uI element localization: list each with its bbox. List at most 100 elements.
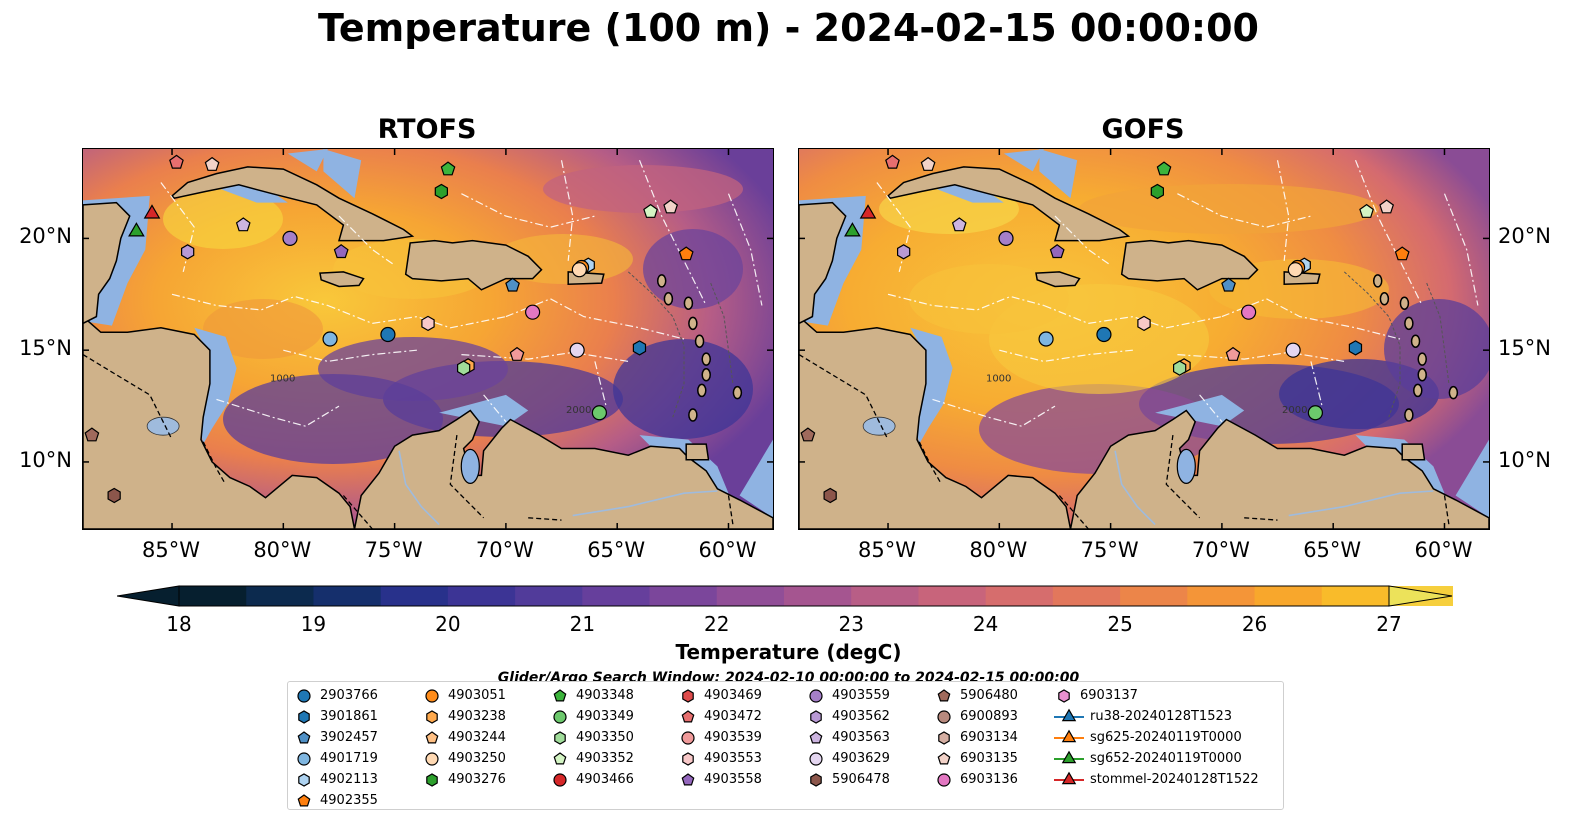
legend-item: ru38-20240128T1523 xyxy=(1054,706,1259,727)
platform-marker[interactable] xyxy=(632,340,647,356)
platform-marker[interactable] xyxy=(951,217,967,232)
land-trinidad xyxy=(685,443,710,461)
hexagon-marker-icon xyxy=(426,709,438,724)
hexagon-marker-icon xyxy=(810,772,822,787)
island-lesser-antilles xyxy=(694,334,705,348)
platform-marker[interactable] xyxy=(204,156,220,171)
platform-marker[interactable] xyxy=(128,222,145,237)
figure-title: Temperature (100 m) - 2024-02-15 00:00:0… xyxy=(317,6,1259,50)
map-panel-gofs: 1000 2000 xyxy=(798,148,1490,530)
platform-marker[interactable] xyxy=(380,326,396,343)
platform-marker[interactable] xyxy=(1359,203,1374,218)
platform-marker[interactable] xyxy=(1225,346,1241,361)
longitude-tick-label: 85°W xyxy=(858,538,917,562)
platform-marker[interactable] xyxy=(525,304,541,320)
platform-marker[interactable] xyxy=(885,154,900,169)
platform-marker[interactable] xyxy=(663,199,679,214)
platform-marker[interactable] xyxy=(107,487,121,504)
legend-item-label: ru38-20240128T1523 xyxy=(1090,709,1233,724)
legend-item: 2903766 xyxy=(294,685,378,706)
latitude-tick-label: 10°N xyxy=(19,447,72,472)
legend-item-label: 3901861 xyxy=(320,709,378,724)
colorbar-segment xyxy=(179,586,247,606)
platform-marker[interactable] xyxy=(569,342,585,358)
legend-item-label: 6903137 xyxy=(1080,688,1138,703)
legend-item-label: 4903238 xyxy=(448,709,506,724)
platform-marker[interactable] xyxy=(1173,360,1187,376)
circle-marker-icon xyxy=(425,751,439,766)
platform-marker[interactable] xyxy=(282,230,298,247)
legend-item: 6903134 xyxy=(934,727,1018,748)
platform-marker[interactable] xyxy=(643,203,658,218)
legend-item: 4903350 xyxy=(550,727,634,748)
platform-marker[interactable] xyxy=(322,331,338,347)
platform-marker[interactable] xyxy=(1394,246,1410,261)
hexagon-marker-icon xyxy=(1058,688,1070,703)
platform-marker[interactable] xyxy=(1137,315,1151,332)
legend-item-label: 3902457 xyxy=(320,730,378,745)
colorbar-tick-label: 24 xyxy=(972,612,999,636)
circle-marker-icon xyxy=(809,688,823,703)
platform-marker[interactable] xyxy=(440,161,456,176)
island-lesser-antilles xyxy=(663,292,674,306)
legend-item: 4903276 xyxy=(422,769,506,790)
platform-marker[interactable] xyxy=(1150,183,1164,200)
platform-marker[interactable] xyxy=(1307,405,1323,421)
platform-marker[interactable] xyxy=(457,360,471,376)
platform-marker[interactable] xyxy=(1221,277,1236,292)
platform-marker[interactable] xyxy=(896,244,911,260)
platform-marker[interactable] xyxy=(505,277,520,292)
legend-item: sg625-20240119T0000 xyxy=(1054,727,1259,748)
colorbar-tick-label: 23 xyxy=(838,612,864,636)
platform-marker[interactable] xyxy=(509,346,525,361)
colorbar-segment xyxy=(1120,586,1188,606)
triangle-line-marker-icon xyxy=(1054,708,1084,721)
platform-marker[interactable] xyxy=(571,262,587,278)
platform-marker[interactable] xyxy=(920,156,936,171)
legend-item-label: 4902113 xyxy=(320,772,378,787)
platform-marker[interactable] xyxy=(1241,304,1257,320)
platform-marker[interactable] xyxy=(800,427,816,442)
platform-marker[interactable] xyxy=(844,222,861,237)
legend-item: 5906478 xyxy=(806,769,890,790)
circle-marker-icon xyxy=(297,688,311,703)
platform-marker[interactable] xyxy=(1287,262,1303,278)
platform-marker[interactable] xyxy=(235,217,251,232)
platform-marker[interactable] xyxy=(421,315,435,332)
island-lesser-antilles xyxy=(1417,368,1427,382)
colorbar-segment xyxy=(1254,586,1323,606)
platform-marker[interactable] xyxy=(1379,199,1395,214)
island-lesser-antilles xyxy=(701,368,711,382)
legend-item-label: 4903348 xyxy=(576,688,634,703)
legend-item-label: 4903469 xyxy=(704,688,762,703)
hexagon-marker-icon xyxy=(682,751,694,766)
legend-item: 4903629 xyxy=(806,748,890,769)
platform-marker[interactable] xyxy=(591,405,607,421)
platform-marker[interactable] xyxy=(859,204,877,219)
platform-marker[interactable] xyxy=(1348,340,1363,356)
legend-item: 3902457 xyxy=(294,727,378,748)
platform-marker[interactable] xyxy=(823,487,837,504)
platform-marker[interactable] xyxy=(1096,326,1112,343)
platform-marker[interactable] xyxy=(1156,161,1172,176)
platform-marker[interactable] xyxy=(1285,342,1301,358)
platform-marker[interactable] xyxy=(434,183,448,200)
island-lesser-antilles xyxy=(688,316,698,331)
latitude-tick-label: 20°N xyxy=(1498,224,1551,249)
legend-item-label: 4901719 xyxy=(320,751,378,766)
platform-marker[interactable] xyxy=(678,246,694,261)
platform-marker[interactable] xyxy=(84,427,100,442)
island-lesser-antilles xyxy=(1399,296,1410,310)
legend-item-label: 5906480 xyxy=(960,688,1018,703)
platform-marker[interactable] xyxy=(180,244,195,260)
legend-item-label: 4903558 xyxy=(704,772,762,787)
platform-marker[interactable] xyxy=(1038,331,1054,347)
legend-item: 4903352 xyxy=(550,748,634,769)
platform-marker[interactable] xyxy=(333,244,349,259)
platform-marker[interactable] xyxy=(169,154,184,169)
platform-marker[interactable] xyxy=(998,230,1014,247)
platform-marker[interactable] xyxy=(1049,244,1065,259)
latitude-tick-label: 15°N xyxy=(19,336,72,361)
land-cuba xyxy=(886,166,1131,242)
platform-marker[interactable] xyxy=(143,204,161,219)
